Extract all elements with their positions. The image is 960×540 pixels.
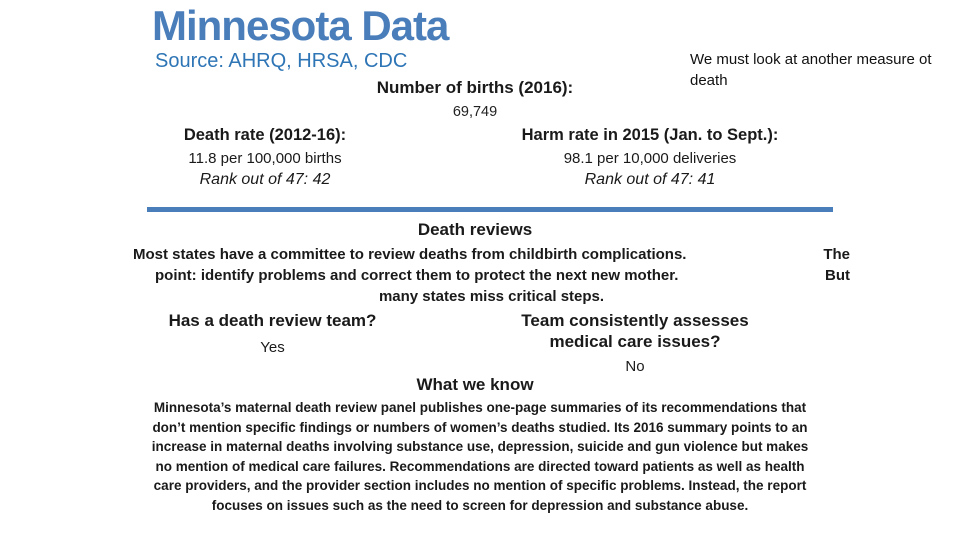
source-line: Source: AHRQ, HRSA, CDC: [155, 50, 408, 72]
what-we-know-paragraph: Minnesota’s maternal death review panel …: [120, 398, 840, 515]
death-rate-block: Death rate (2012-16): 11.8 per 100,000 b…: [100, 126, 430, 189]
team-assesses-question-line2: medical care issues?: [549, 332, 721, 351]
death-reviews-line1: Most states have a committee to review d…: [133, 244, 850, 265]
review-team-block: Has a death review team? Yes: [140, 310, 405, 356]
team-assesses-question-line1: Team consistently assesses: [521, 311, 749, 330]
team-assesses-question: Team consistently assesses medical care …: [500, 310, 770, 352]
divider-line: [147, 207, 833, 212]
death-reviews-line2: point: identify problems and correct the…: [133, 265, 850, 286]
review-team-answer: Yes: [260, 339, 285, 356]
what-we-know-line5: care providers, and the provider section…: [153, 478, 807, 493]
death-reviews-line1-main: Most states have a committee to review d…: [133, 246, 687, 263]
harm-rate-rank: Rank out of 47: 41: [584, 171, 716, 188]
death-reviews-line2-main: point: identify problems and correct the…: [155, 267, 679, 284]
death-reviews-heading: Death reviews: [417, 220, 533, 239]
what-we-know-line2: don’t mention specific findings or numbe…: [152, 419, 808, 435]
review-team-question: Has a death review team?: [168, 311, 377, 330]
death-rate-label: Death rate (2012-16):: [183, 126, 347, 144]
what-we-know-line3: increase in maternal deaths involving su…: [151, 439, 809, 454]
what-we-know-line1: Minnesota’s maternal death review panel …: [153, 400, 807, 415]
births-value: 69,749: [452, 104, 498, 120]
births-label: Number of births (2016):: [376, 78, 574, 97]
death-rate-rank: Rank out of 47: 42: [199, 171, 331, 188]
team-assesses-block: Team consistently assesses medical care …: [500, 310, 770, 375]
what-we-know-line6: focuses on issues such as the need to sc…: [211, 497, 749, 513]
top-note-line2: death: [690, 72, 728, 89]
births-block: Number of births (2016): 69,749: [130, 78, 820, 120]
harm-rate-block: Harm rate in 2015 (Jan. to Sept.): 98.1 …: [480, 126, 820, 189]
death-reviews-line2-end: But: [825, 267, 850, 284]
harm-rate-label: Harm rate in 2015 (Jan. to Sept.):: [521, 126, 779, 144]
what-we-know-line4: no mention of medical care failures. Rec…: [155, 458, 805, 474]
top-note-line1: We must look at another measure ot: [690, 51, 932, 68]
death-reviews-line1-end: The: [823, 246, 850, 263]
death-reviews-line3: many states miss critical steps.: [378, 288, 605, 305]
team-assesses-answer: No: [625, 358, 645, 375]
harm-rate-value: 98.1 per 10,000 deliveries: [563, 150, 737, 167]
top-note: We must look at another measure ot death: [690, 49, 932, 91]
death-rate-value: 11.8 per 100,000 births: [188, 150, 342, 167]
death-reviews-paragraph: Most states have a committee to review d…: [133, 244, 850, 307]
page-title: Minnesota Data: [152, 2, 449, 49]
what-we-know-heading: What we know: [416, 375, 534, 394]
